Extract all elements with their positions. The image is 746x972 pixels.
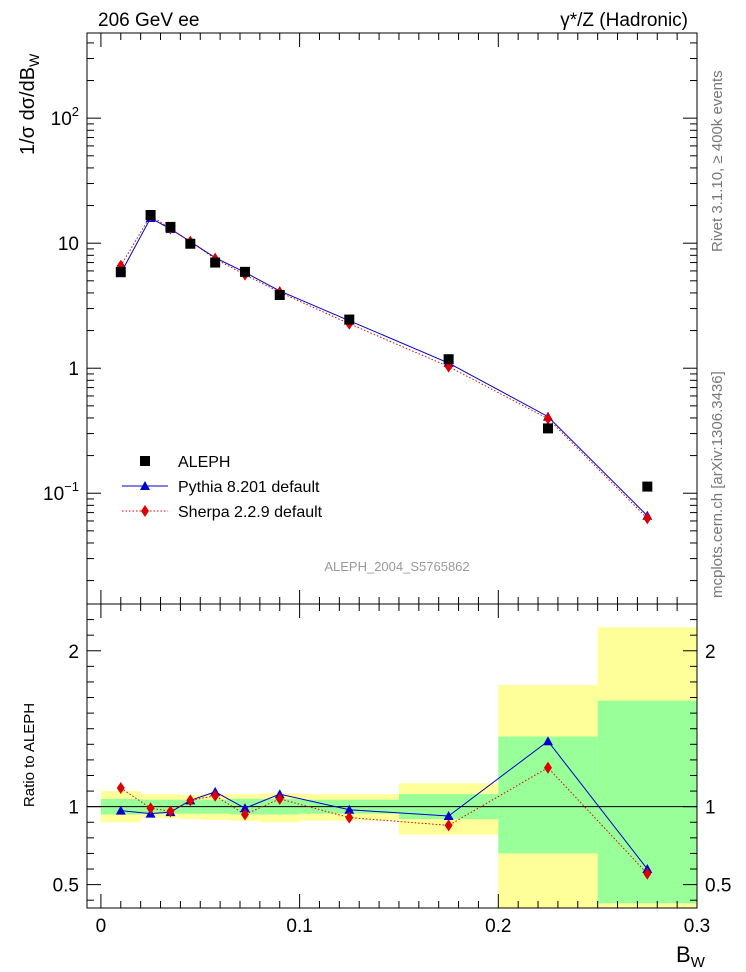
ratio-sherpa-point — [146, 802, 155, 815]
ratio-panel-frame — [86, 603, 698, 909]
ratio-sherpa-point — [166, 805, 175, 818]
aleph-point — [115, 266, 126, 277]
x-axis-label: BW — [676, 942, 706, 971]
aleph-point — [145, 210, 156, 221]
legend-sherpa-label: Sherpa 2.2.9 default — [178, 504, 323, 521]
ratio-y-tick-label-right: 1 — [705, 798, 716, 819]
ratio-y-tick-label-right: 2 — [705, 642, 716, 663]
process-label: γ*/Z (Hadronic) — [560, 10, 688, 31]
main-y-tick-base: 1 — [68, 359, 79, 380]
ratio-sherpa-point — [211, 789, 220, 802]
legend-aleph-marker — [140, 456, 150, 466]
ratio-sherpa-point — [186, 794, 195, 807]
ratio-y-axis-label: Ratio to ALEPH — [21, 703, 38, 807]
main-y-tick-base: 10 — [43, 484, 64, 505]
sherpa-point — [543, 412, 552, 425]
main-y-tick-label: 10−1 — [43, 479, 79, 505]
main-y-tick-base: 10 — [58, 234, 79, 255]
ratio-sherpa-point — [643, 867, 652, 880]
energy-label: 206 GeV ee — [98, 10, 199, 31]
x-tick-label: 0 — [96, 916, 107, 937]
aleph-point — [165, 221, 176, 232]
ratio-y-tick-label: 0.5 — [53, 876, 79, 897]
ratio-pythia-point — [239, 803, 250, 813]
ratio-pythia-point — [542, 736, 553, 746]
sherpa-line — [120, 214, 648, 519]
pythia-line — [120, 217, 648, 517]
main-y-axis-label: 1/σ dσ/dBW — [17, 53, 42, 155]
aleph-point — [239, 266, 250, 277]
main-y-tick-label: 1 — [68, 359, 79, 380]
sherpa-point — [643, 512, 652, 525]
main-y-tick-label: 102 — [51, 104, 79, 130]
x-axis-label-sub: W — [691, 954, 706, 971]
ratio-sherpa-point — [543, 761, 552, 774]
source-label: mcplots.cern.ch [arXiv:1306.3436] — [709, 371, 726, 598]
legend-aleph-label: ALEPH — [178, 454, 230, 471]
main-y-tick-base: 10 — [51, 109, 72, 130]
x-tick-label: 0.1 — [286, 916, 312, 937]
x-tick-label: 0.3 — [684, 916, 710, 937]
main-y-tick-exponent: −1 — [64, 479, 79, 494]
ratio-sherpa-point — [275, 792, 284, 805]
legend-pythia-label: Pythia 8.201 default — [178, 479, 320, 496]
aleph-point — [210, 257, 221, 268]
aleph-point — [443, 354, 454, 365]
main-y-tick-exponent: 2 — [72, 104, 79, 119]
ratio-sherpa-line — [120, 767, 648, 875]
main-y-axis-label-main: 1/σ dσ/dB — [17, 67, 39, 155]
ratio-pythia-point — [344, 804, 355, 814]
x-axis-label-main: B — [676, 942, 691, 967]
ratio-sherpa-point — [345, 811, 354, 824]
rivet-version-label: Rivet 3.1.10, ≥ 400k events — [709, 70, 726, 252]
ratio-pythia-point — [115, 805, 126, 815]
ratio-y-tick-label: 1 — [68, 798, 79, 819]
aleph-point — [642, 481, 653, 492]
ratio-sherpa-point — [240, 808, 249, 821]
ratio-plot-area: 0.5 0.5 1 1 2 2 0 0.1 0.2 0.3 — [53, 604, 731, 937]
ratio-y-tick-label-right: 0.5 — [705, 876, 731, 897]
aleph-point — [185, 238, 196, 249]
legend-pythia-marker — [140, 481, 150, 490]
ratio-sherpa-point — [444, 819, 453, 832]
ratio-y-tick-label: 2 — [68, 642, 79, 663]
legend-sherpa-marker — [141, 505, 149, 517]
ratio-pythia-point — [443, 811, 454, 821]
legend: ALEPH Pythia 8.201 default Sherpa 2.2.9 de… — [122, 454, 323, 521]
analysis-watermark: ALEPH_2004_S5765862 — [324, 559, 469, 574]
ratio-inner-band — [498, 736, 598, 854]
aleph-point — [542, 423, 553, 434]
main-y-axis-label-sub: W — [26, 53, 42, 67]
aleph-point — [274, 290, 285, 301]
ratio-panel: 0.5 0.5 1 1 2 2 0 0.1 0.2 0.3 Ratio to ALEPH BW — [21, 603, 731, 971]
aleph-point — [344, 314, 355, 325]
ratio-sherpa-point — [116, 781, 125, 794]
x-tick-label: 0.2 — [485, 916, 511, 937]
main-y-tick-label: 10 — [58, 234, 79, 255]
